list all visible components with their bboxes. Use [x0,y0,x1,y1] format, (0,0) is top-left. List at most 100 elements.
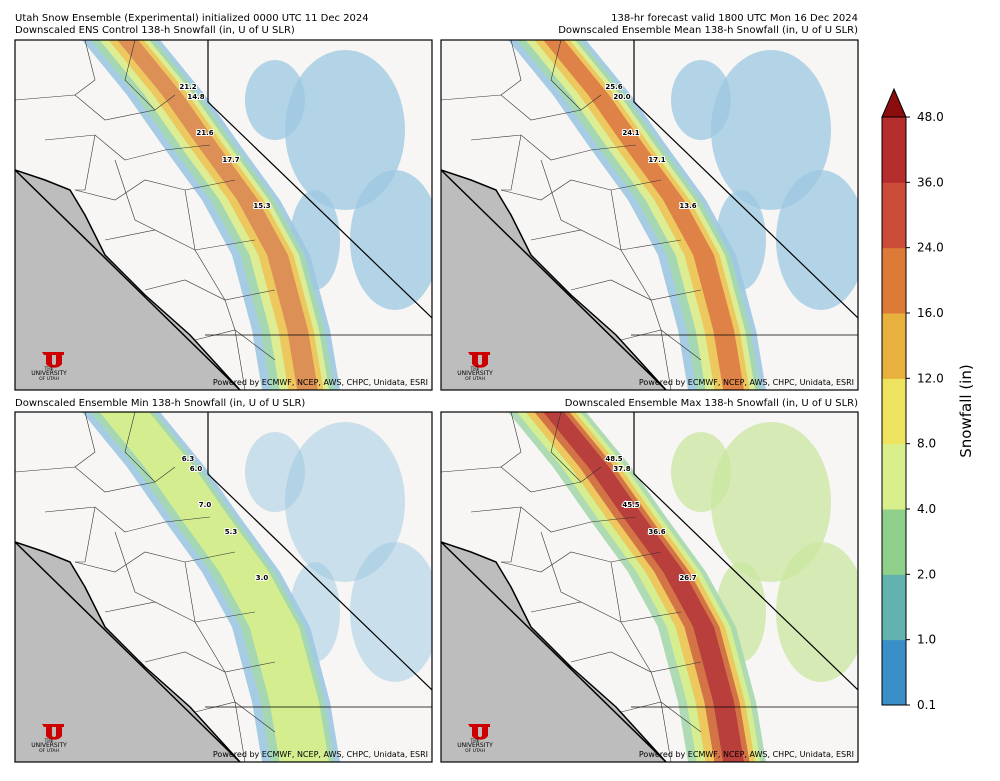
point-label: 21.2 [179,83,196,91]
coastline [441,169,667,390]
county-line [44,506,211,533]
colorbar-tick-label: 24.0 [917,241,944,255]
logo-text: UNIVERSITY [457,370,493,377]
county-line [114,159,156,231]
logo-text: THE [44,366,54,372]
colorbar-label: Snowfall (in) [957,364,975,457]
coastline [15,541,241,762]
panel-title: Downscaled Ensemble Max 138-h Snowfall (… [565,398,858,409]
snow-area [245,432,305,512]
county-line [530,601,682,623]
colorbar-tick-label: 12.0 [917,371,944,385]
county-line [570,279,702,301]
colorbar-bin [882,378,906,445]
county-line [44,134,211,161]
colorbar-tick-label: 4.0 [917,502,936,516]
snow-area [350,170,432,310]
panel-frame [440,411,859,763]
colorbar-bin [882,574,906,641]
point-label: 45.5 [622,501,639,509]
coastline [441,541,667,762]
county-line [501,134,522,191]
logo-text: THE [470,366,480,372]
snow-area [285,50,405,210]
county-line [650,671,672,762]
logo-text: OF UTAH [465,748,485,754]
map-content [441,40,858,390]
point-label: 13.6 [679,202,696,210]
logo-text: THE [470,738,480,744]
map-content [15,40,432,390]
snow-band [99,412,329,762]
header-left: Utah Snow Ensemble (Experimental) initia… [15,13,369,24]
panel-title: Downscaled ENS Control 138-h Snowfall (i… [15,25,295,36]
logo-u [468,352,490,368]
colorbar-bin [882,509,906,575]
state-border [633,40,858,319]
county-line [500,40,522,96]
colorbar-tick-label: 1.0 [917,633,936,647]
coastline [15,169,241,390]
county-line [124,40,156,111]
county-line [650,299,672,390]
colorbar-bin [882,182,906,249]
county-line [501,506,522,563]
county-line [104,601,256,623]
point-label: 17.1 [648,156,665,164]
snow-area [671,60,731,140]
snow-band [117,40,318,390]
state-border [207,412,432,691]
point-label: 7.0 [199,501,212,509]
county-line [114,531,156,603]
map-content [15,412,432,762]
logo-text: THE [44,738,54,744]
point-label: 15.3 [253,202,270,210]
colorbar-bin [882,443,906,510]
colorbar-bin [882,639,906,706]
point-label: 17.7 [222,156,239,164]
state-border [633,412,858,691]
panel-frame [14,39,433,391]
panel-frame [440,39,859,391]
county-line [500,551,662,573]
logo-text: OF UTAH [39,748,59,754]
logo-text: UNIVERSITY [457,742,493,749]
county-line [74,551,236,573]
county-line [184,561,226,673]
county-line [75,506,96,563]
snow-area [671,432,731,512]
county-line [530,229,682,251]
county-line [224,299,246,390]
point-label: 24.1 [622,129,639,137]
logo-u [468,724,490,740]
colorbar-extend [881,87,907,118]
county-line [470,506,637,533]
credit: Powered by ECMWF, NCEP, AWS, CHPC, Unida… [639,378,854,387]
logo-text: UNIVERSITY [31,370,67,377]
point-label: 6.3 [182,455,195,463]
logo-text: OF UTAH [39,376,59,382]
point-label: 3.0 [256,574,269,582]
credit: Powered by ECMWF, NCEP, AWS, CHPC, Unida… [639,750,854,759]
county-line [500,179,662,201]
colorbar-tick-label: 0.1 [917,698,936,712]
colorbar-tick-label: 36.0 [917,175,944,189]
point-label: 21.6 [196,129,213,137]
snow-band [543,40,744,390]
snow-area [776,170,858,310]
county-line [570,651,702,673]
county-line [610,561,652,673]
county-line [104,229,256,251]
county-line [144,279,276,301]
panel-title: Downscaled Ensemble Min 138-h Snowfall (… [15,398,305,409]
point-label: 20.0 [613,93,630,101]
logo-u [42,352,64,368]
point-label: 36.6 [648,528,665,536]
snow-area [776,542,858,682]
snow-area [711,422,831,582]
